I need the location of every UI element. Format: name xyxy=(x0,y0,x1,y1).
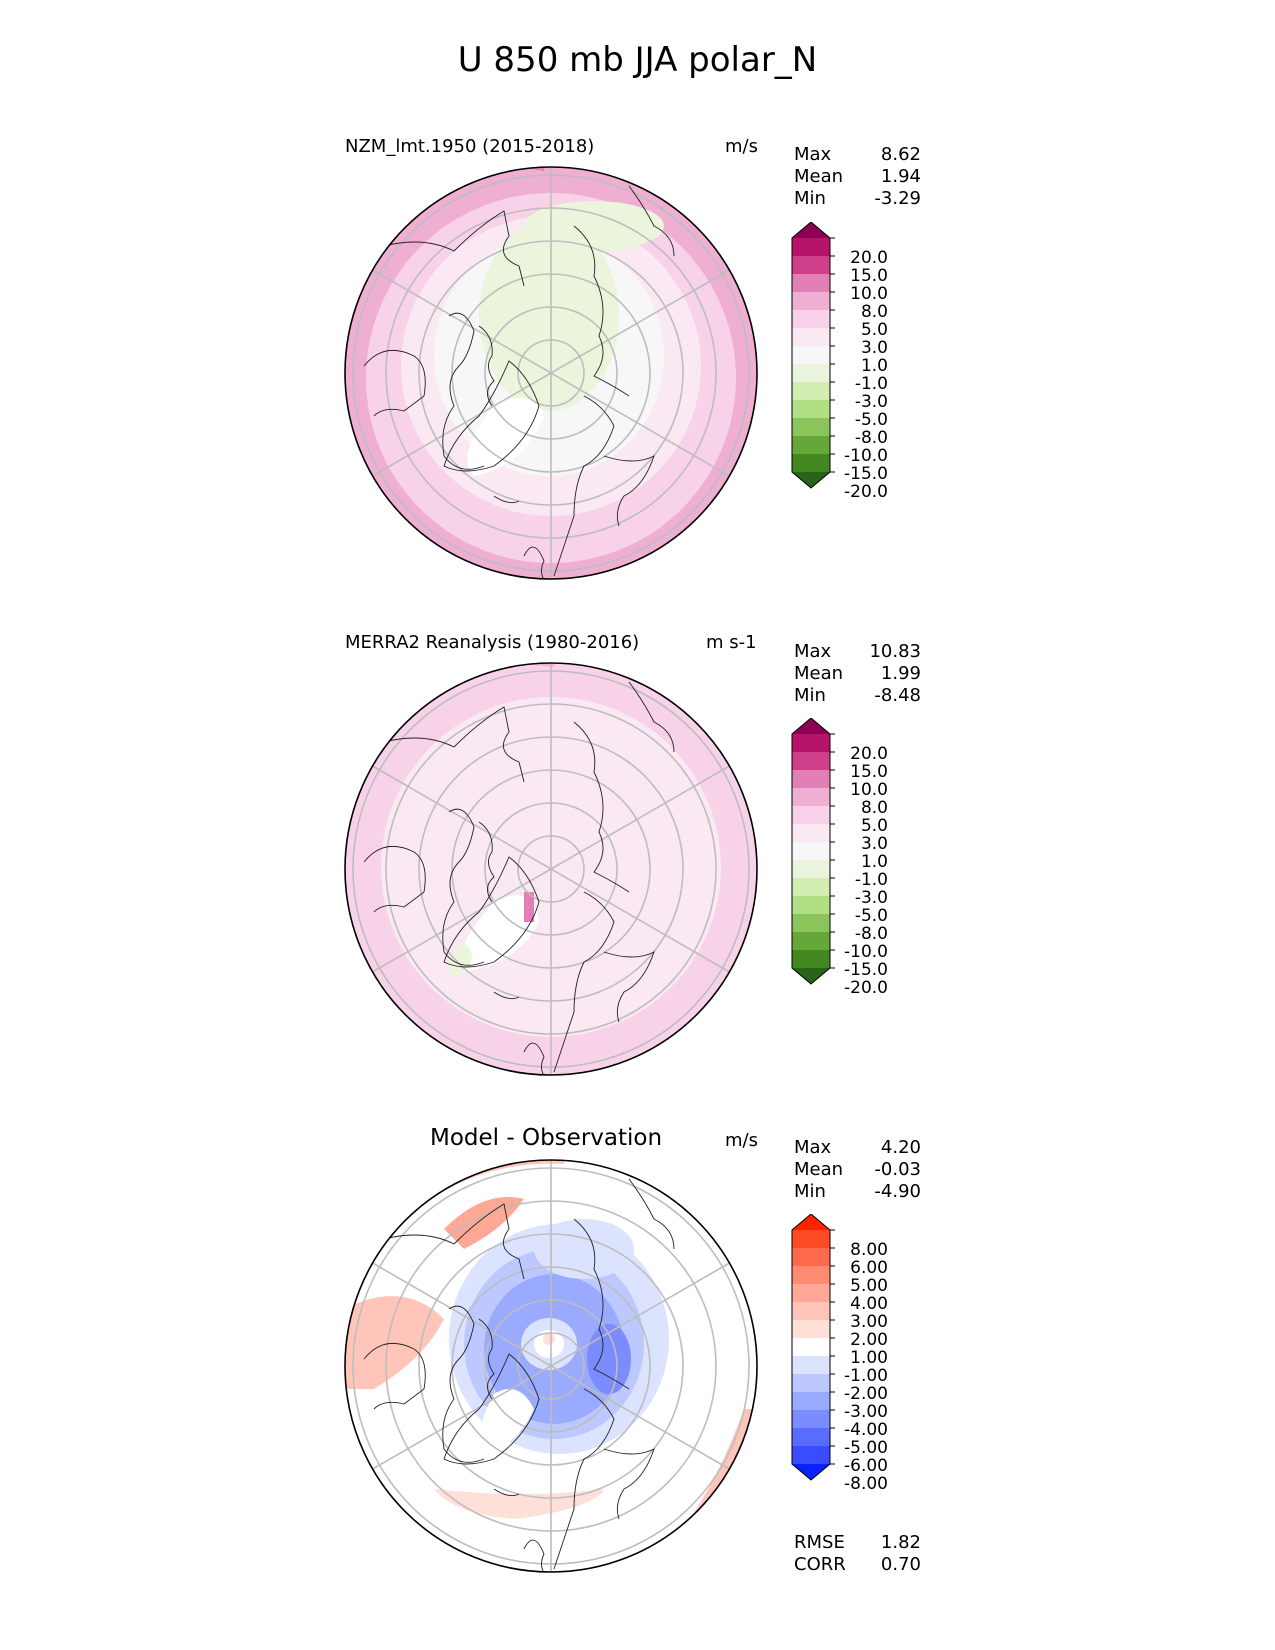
colorbar-segment xyxy=(792,1356,830,1374)
colorbar: 20.0 15.0 10.0 8.0 5.0 3.0 1.0 -1.0 -3.0… xyxy=(790,717,910,1022)
colorbar-segment xyxy=(792,878,830,896)
colorbar-segment xyxy=(792,806,830,824)
polar-map xyxy=(344,166,758,580)
panel-title: MERRA2 Reanalysis (1980-2016) xyxy=(345,632,640,653)
colorbar-segment xyxy=(792,752,830,770)
colorbar-segment xyxy=(792,472,830,488)
colorbar-segment xyxy=(792,382,830,400)
colorbar-segment xyxy=(792,1320,830,1338)
colorbar-segment xyxy=(792,292,830,310)
colorbar-segment xyxy=(792,770,830,788)
colorbar-segment xyxy=(792,256,830,274)
stats-box: Max 10.83 Mean 1.99 Min -8.48 xyxy=(794,641,921,706)
figure-title: U 850 mb JJA polar_N xyxy=(457,40,818,80)
polar-map xyxy=(344,1159,758,1573)
colorbar-segment xyxy=(792,1428,830,1446)
colorbar-segment xyxy=(792,788,830,806)
stats-box: Max 4.20 Mean -0.03 Min -4.90 xyxy=(794,1137,921,1202)
colorbar-segment xyxy=(792,718,830,734)
colorbar-segment xyxy=(792,896,830,914)
colorbar-segment xyxy=(792,1266,830,1284)
colorbar-segment xyxy=(792,454,830,472)
colorbar-scale xyxy=(791,1213,835,1481)
colorbar-segment xyxy=(792,1410,830,1428)
colorbar-segment xyxy=(792,734,830,752)
colorbar-segment xyxy=(792,1464,830,1480)
colorbar-segment xyxy=(792,914,830,932)
colorbar-segment xyxy=(792,968,830,984)
units-label: m/s xyxy=(725,136,758,157)
colorbar-segment xyxy=(792,1338,830,1356)
colorbar-segment xyxy=(792,1302,830,1320)
colorbar-segment xyxy=(792,824,830,842)
colorbar: 20.0 15.0 10.0 8.0 5.0 3.0 1.0 -1.0 -3.0… xyxy=(790,221,910,526)
colorbar-segment xyxy=(792,346,830,364)
colorbar-segment xyxy=(792,418,830,436)
colorbar-segment xyxy=(792,860,830,878)
diff-stats-box: RMSE 1.82 CORR 0.70 xyxy=(794,1532,921,1575)
units-label: m/s xyxy=(725,1130,758,1151)
colorbar: 8.00 6.00 5.00 4.00 3.00 2.00 1.00 -1.00… xyxy=(790,1213,910,1518)
colorbar-segment xyxy=(792,364,830,382)
panel-title: Model - Observation xyxy=(430,1125,663,1151)
colorbar-segment xyxy=(792,400,830,418)
colorbar-scale xyxy=(791,717,835,985)
colorbar-segment xyxy=(792,932,830,950)
colorbar-segment xyxy=(792,1284,830,1302)
colorbar-segment xyxy=(792,842,830,860)
stats-box: Max 8.62 Mean 1.94 Min -3.29 xyxy=(794,144,921,209)
colorbar-segment xyxy=(792,950,830,968)
colorbar-segment xyxy=(792,1248,830,1266)
colorbar-segment xyxy=(792,328,830,346)
colorbar-segment xyxy=(792,1230,830,1248)
colorbar-scale xyxy=(791,221,835,489)
panel-title: NZM_lmt.1950 (2015-2018) xyxy=(345,136,595,157)
colorbar-segment xyxy=(792,238,830,256)
colorbar-segment xyxy=(792,222,830,238)
colorbar-segment xyxy=(792,1392,830,1410)
colorbar-segment xyxy=(792,1374,830,1392)
colorbar-segment xyxy=(792,436,830,454)
units-label: m s-1 xyxy=(706,632,757,653)
colorbar-segment xyxy=(792,1446,830,1464)
colorbar-segment xyxy=(792,310,830,328)
colorbar-segment xyxy=(792,1214,830,1230)
polar-map xyxy=(344,662,758,1076)
colorbar-segment xyxy=(792,274,830,292)
